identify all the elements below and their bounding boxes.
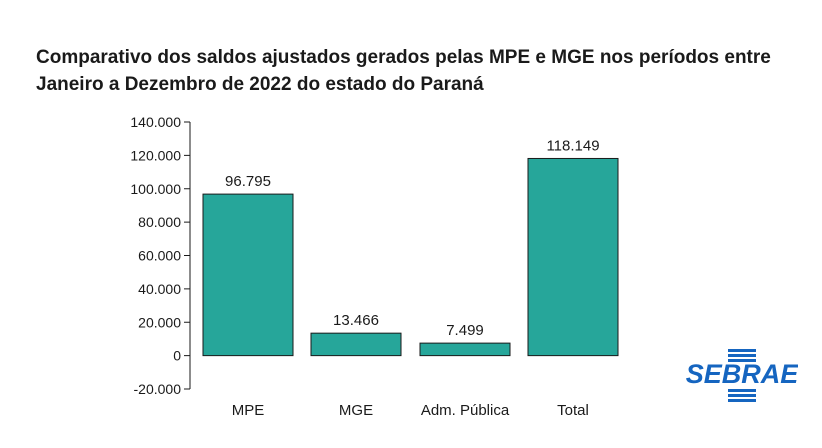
y-axis: -20.000 0 20.000 40.000 60.000 80.000 100.000 1…: [130, 114, 191, 397]
logo-stripe: [728, 354, 756, 357]
y-tick-label: 140.000: [130, 114, 181, 130]
bars: [202, 157, 619, 357]
logo-stripe: [728, 394, 756, 397]
y-tick-label: 60.000: [138, 248, 181, 264]
category-label: MPE: [232, 402, 265, 419]
category-label: MGE: [339, 402, 373, 419]
logo-stripes: [728, 349, 756, 402]
data-label: 7.499: [446, 322, 484, 339]
category-labels: MPE MGE Adm. Pública Total: [232, 402, 589, 419]
category-label: Total: [557, 402, 589, 419]
y-tick-label: 80.000: [138, 214, 181, 230]
data-label: 13.466: [333, 312, 379, 329]
category-label: Adm. Pública: [421, 402, 510, 419]
y-tick-label: 40.000: [138, 281, 181, 297]
sebrae-logo: SEBRAE: [686, 349, 798, 402]
y-tick-label: -20.000: [134, 381, 182, 397]
bar: [310, 332, 402, 357]
y-tick-label: 20.000: [138, 314, 181, 330]
bar: [419, 342, 511, 357]
y-tick-label: 120.000: [130, 147, 181, 163]
data-label: 96.795: [225, 173, 271, 190]
logo-stripe: [728, 389, 756, 392]
logo-stripe: [728, 399, 756, 402]
y-tick-label: 0: [173, 348, 181, 364]
data-label: 118.149: [546, 137, 599, 154]
bar: [527, 157, 619, 357]
data-labels: 96.795 13.466 7.499 118.149: [225, 137, 600, 339]
logo-stripe: [728, 349, 756, 352]
logo-wordmark: SEBRAE: [686, 359, 798, 389]
logo-stripe: [728, 359, 756, 362]
bar: [202, 193, 294, 357]
chart-title: Comparativo dos saldos ajustados gerados…: [36, 47, 771, 95]
y-tick-label: 100.000: [130, 181, 181, 197]
